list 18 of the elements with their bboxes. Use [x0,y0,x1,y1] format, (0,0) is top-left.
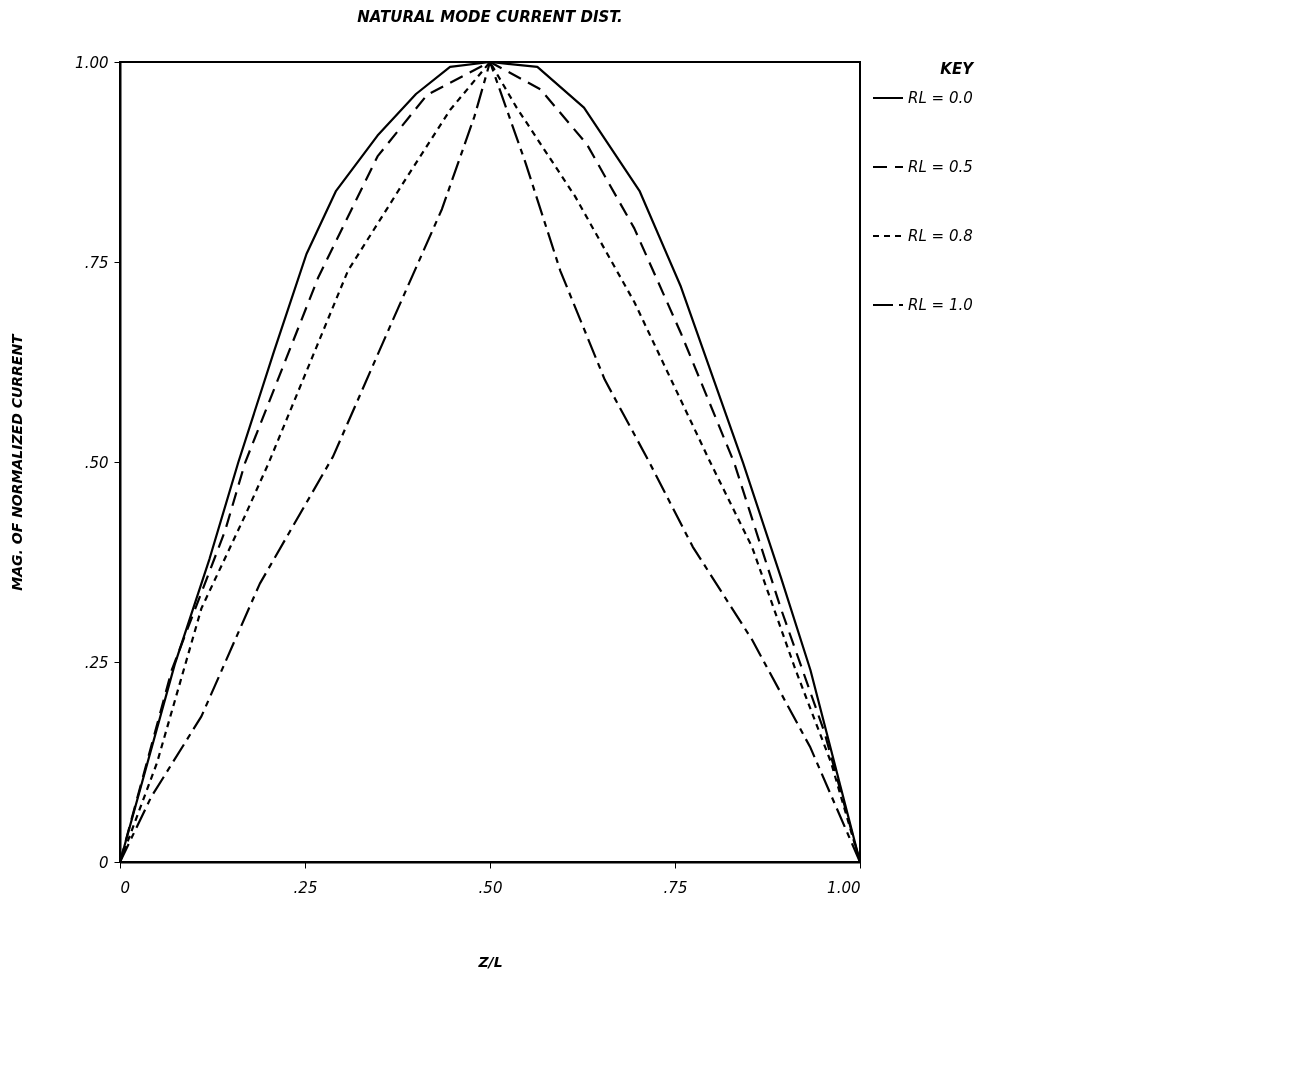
x-tick-label: 0 [120,878,131,897]
legend-label: RL = 0.8 [908,227,973,245]
chart-title: NATURAL MODE CURRENT DIST. [357,8,623,26]
y-tick-label: .75 [84,253,109,272]
x-tick-label: .50 [478,878,503,897]
y-tick-label: 1.00 [75,53,109,72]
y-tick-label: .25 [84,653,109,672]
x-axis-title: Z/L [477,953,503,970]
x-tick-label: 1.00 [827,878,861,897]
x-tick-label: .75 [663,878,688,897]
legend-label: RL = 0.0 [908,89,973,107]
y-tick-label: 0 [98,853,109,872]
x-tick-label: .25 [293,878,318,897]
legend-label: RL = 1.0 [908,296,973,314]
legend-title: KEY [940,60,976,78]
y-axis-title: MAG. OF NORMALIZED CURRENT [9,332,26,591]
y-tick-label: .50 [84,453,109,472]
legend-label: RL = 0.5 [908,158,973,176]
